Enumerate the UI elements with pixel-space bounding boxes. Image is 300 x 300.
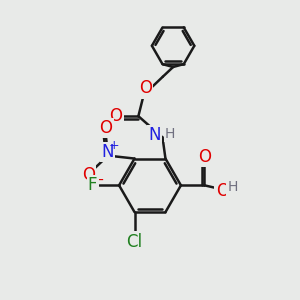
Text: O: O [99, 119, 112, 137]
Text: H: H [165, 127, 175, 141]
Text: O: O [216, 182, 229, 200]
Text: H: H [227, 183, 238, 197]
Text: O: O [198, 148, 211, 166]
Text: O: O [109, 107, 122, 125]
Text: N: N [101, 143, 113, 161]
Text: Cl: Cl [127, 232, 142, 250]
Text: O: O [139, 80, 152, 98]
Text: +: + [109, 139, 119, 152]
Text: N: N [148, 126, 161, 144]
Text: −: − [92, 173, 104, 187]
Text: F: F [88, 176, 97, 194]
Text: O: O [82, 166, 95, 184]
Text: H: H [227, 180, 238, 194]
